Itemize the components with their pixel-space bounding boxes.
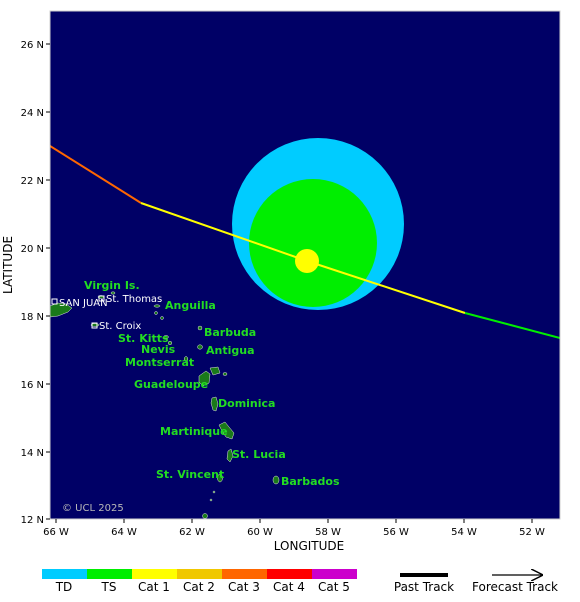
ts-wind-field (249, 179, 377, 307)
legend-label-cat1: Cat 1 (138, 580, 170, 594)
montserrat-label: Montserrat (125, 356, 194, 369)
st-lucia-label: St. Lucia (232, 448, 286, 461)
legend-swatch-cat1 (132, 569, 177, 579)
legend-swatch-cat3 (222, 569, 267, 579)
y-tick-label: 26 N (21, 40, 44, 51)
track-segment-ts (464, 312, 560, 339)
barbados-island (272, 475, 280, 485)
st-lucia-island (226, 448, 234, 463)
x-axis: 66 W 64 W 62 W 60 W 58 W 56 W 54 W 52 W (43, 519, 545, 538)
martinique-island (218, 421, 235, 440)
antigua-island (197, 344, 203, 350)
y-tick-label: 16 N (21, 380, 44, 391)
copyright-text: © UCL 2025 (62, 503, 124, 514)
st-kitts-label: St. Kitts (118, 332, 169, 345)
plot-frame (49, 10, 561, 520)
montserrat-island (183, 356, 189, 362)
marie-galante-island (222, 372, 228, 376)
nevis-island (167, 340, 173, 346)
virgin-is-island (110, 291, 116, 295)
y-axis-title: LATITUDE (1, 236, 15, 294)
x-tick-label: 54 W (451, 527, 477, 538)
x-tick-label: 58 W (315, 527, 341, 538)
grenadine-island-2 (209, 498, 213, 502)
legend-swatch-td (42, 569, 87, 579)
nevis-label: Nevis (141, 343, 176, 356)
track-segment-cat2 (50, 145, 142, 204)
legend-label-ts: TS (101, 580, 117, 594)
barbuda-label: Barbuda (204, 326, 256, 339)
st-barths-island (160, 316, 164, 320)
anguilla-island (153, 304, 161, 308)
st-kitts-island (163, 335, 169, 339)
st-thomas-label: St. Thomas (106, 294, 162, 305)
st-thomas-marker (98, 295, 105, 302)
martinique-label: Martinique (160, 425, 228, 438)
legend-swatch-cat5 (312, 569, 357, 579)
x-tick-label: 64 W (111, 527, 137, 538)
track-segment-cat1 (140, 202, 466, 314)
legend-swatch-cat2 (177, 569, 222, 579)
legend-label-cat4: Cat 4 (273, 580, 305, 594)
y-tick-label: 14 N (21, 448, 44, 459)
x-tick-label: 66 W (43, 527, 69, 538)
barbuda-island (197, 325, 203, 331)
legend-label-cat3: Cat 3 (228, 580, 260, 594)
st-martin-island (154, 311, 158, 315)
dominica-island (210, 396, 219, 412)
grenadine-island-1 (212, 490, 216, 494)
x-axis-title: LONGITUDE (274, 539, 344, 553)
guadeloupe-grande-terre (209, 366, 221, 376)
y-axis: 26 N 24 N 22 N 20 N 18 N 16 N 14 N 12 N (21, 40, 50, 526)
grenada-island (202, 513, 208, 519)
legend-label-td: TD (55, 580, 73, 594)
st-croix-label: St. Croix (99, 321, 141, 332)
guadeloupe-basse-terre (198, 370, 211, 387)
anguilla-label: Anguilla (165, 299, 216, 312)
st-vincent-label: St. Vincent (156, 468, 224, 481)
puerto-rico-island (50, 302, 73, 318)
forecast-track-label: Forecast Track (472, 580, 558, 594)
track-legend: Past Track Forecast Track (394, 575, 558, 594)
legend-label-cat2: Cat 2 (183, 580, 215, 594)
legend-label-cat5: Cat 5 (318, 580, 350, 594)
x-tick-label: 60 W (247, 527, 273, 538)
y-tick-label: 20 N (21, 244, 44, 255)
y-tick-label: 24 N (21, 108, 44, 119)
san-juan-label: SAN JUAN (59, 298, 108, 309)
st-vincent-island (217, 473, 223, 483)
legend-swatch-ts (87, 569, 132, 579)
past-track-label: Past Track (394, 580, 454, 594)
st-croix-marker (91, 322, 98, 329)
category-legend: TD TS Cat 1 Cat 2 Cat 3 Cat 4 Cat 5 (42, 569, 357, 594)
y-tick-label: 12 N (21, 515, 44, 526)
x-tick-label: 52 W (519, 527, 545, 538)
guadeloupe-label: Guadeloupe (134, 378, 208, 391)
virgin-is-label: Virgin Is. (84, 279, 140, 292)
y-tick-label: 18 N (21, 312, 44, 323)
barbados-label: Barbados (281, 475, 340, 488)
san-juan-marker (51, 298, 58, 305)
dominica-label: Dominica (218, 397, 275, 410)
y-tick-label: 22 N (21, 176, 44, 187)
x-tick-label: 62 W (179, 527, 205, 538)
antigua-label: Antigua (206, 344, 255, 357)
x-tick-label: 56 W (383, 527, 409, 538)
legend-swatch-cat4 (267, 569, 312, 579)
